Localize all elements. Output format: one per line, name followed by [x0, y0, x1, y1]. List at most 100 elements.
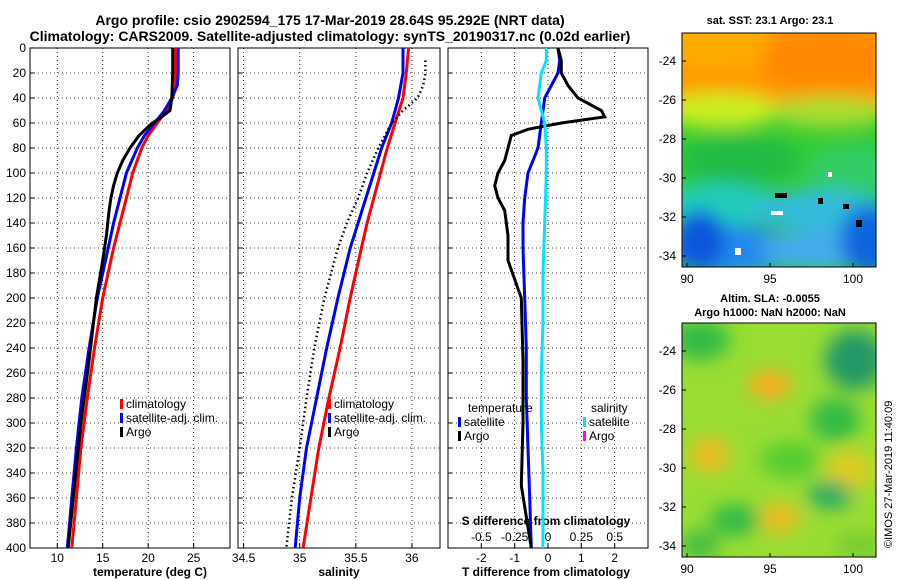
map-lat-label: -30 [659, 461, 677, 475]
s-tick-label: -0.5 [471, 530, 492, 544]
legend-swatch [120, 399, 123, 409]
legend-label: climatology [126, 397, 186, 411]
map-lat-label: -30 [659, 171, 677, 185]
timestamp-label: ©IMOS 27-Mar-2019 11:40:09 [883, 401, 895, 548]
sst-field [682, 33, 876, 267]
s-difference-label: S difference from climatology [462, 514, 631, 528]
series-line-argo [66, 48, 175, 549]
series-line-climatology [301, 47, 411, 549]
difference-xlabel: T difference from climatology [462, 565, 630, 579]
y-tick-label: 180 [6, 266, 26, 280]
x-tick-label: 35.5 [344, 551, 368, 565]
y-tick-label: 40 [13, 91, 27, 105]
map-lat-label: -28 [659, 422, 677, 436]
y-tick-label: 240 [6, 341, 26, 355]
y-tick-label: 140 [6, 216, 26, 230]
legend-swatch [328, 427, 331, 437]
map-lat-label: -28 [659, 132, 677, 146]
map-lon-label: 90 [680, 272, 694, 286]
map-lat-label: -24 [659, 344, 677, 358]
sla-map-title-2: Argo h1000: NaN h2000: NaN [694, 307, 846, 319]
map-lat-label: -26 [659, 383, 677, 397]
sst-map-title: sat. SST: 23.1 Argo: 23.1 [707, 15, 834, 27]
legend-swatch [328, 413, 331, 423]
salinity-xlabel: salinity [318, 565, 360, 579]
salinity-panel: salinity 34.5 35 35.5 36 climatologysatellit… [232, 47, 441, 579]
difference-grid [448, 48, 648, 548]
y-tick-label: 120 [6, 191, 26, 205]
y-tick-label: 100 [6, 166, 26, 180]
sla-field [682, 323, 876, 557]
x-tick-label: 20 [142, 551, 156, 565]
map-lon-label: 90 [680, 562, 694, 576]
y-tick-label: 60 [13, 116, 27, 130]
x-tick-label: 1 [578, 551, 585, 565]
y-tick-label: 20 [13, 66, 27, 80]
series-line-satellite-adj-clim- [293, 48, 405, 549]
map-lon-label: 100 [843, 272, 863, 286]
x-tick-label: 10 [51, 551, 65, 565]
x-tick-label: -2 [476, 551, 487, 565]
legend-swatch [120, 413, 123, 423]
legend-label: satellite [589, 415, 630, 429]
title-line-1: Argo profile: csio 2902594_175 17-Mar-20… [95, 12, 565, 28]
legend-swatch [583, 431, 586, 441]
series-line-temperature-argo [493, 47, 608, 549]
legend-swatch [120, 427, 123, 437]
sla-map-title-1: Altim. SLA: -0.0055 [720, 293, 820, 305]
legend-swatch [458, 417, 461, 427]
s-tick-label: -0.25 [501, 530, 529, 544]
map-lat-label: -34 [659, 539, 677, 553]
legend-swatch [328, 399, 331, 409]
y-tick-label: 80 [13, 141, 27, 155]
y-tick-label: 160 [6, 241, 26, 255]
legend-label: Argo [589, 429, 615, 443]
title-line-2: Climatology: CARS2009. Satellite-adjuste… [29, 28, 631, 44]
map-lon-label: 100 [843, 562, 863, 576]
sst-map: sat. SST: 23.1 Argo: 23.1 [659, 15, 877, 286]
x-tick-label: 25 [187, 551, 201, 565]
series-line-temperature-satellite [521, 47, 562, 549]
land-speck [775, 193, 787, 198]
y-tick-label: 380 [6, 516, 26, 530]
x-tick-label: 34.5 [232, 551, 256, 565]
legend-label: Argo [126, 425, 152, 439]
x-tick-label: -1 [509, 551, 520, 565]
temperature-xlabel: temperature (deg C) [93, 565, 207, 579]
map-lat-label: -32 [659, 500, 677, 514]
map-lon-label: 95 [763, 562, 777, 576]
map-lat-label: -32 [659, 210, 677, 224]
s-tick-label: 0.25 [570, 530, 594, 544]
s-tick-label: 0 [545, 530, 552, 544]
temperature-panel: temperature (deg C) 10 15 20 25 0 20 40 60 80 100… [6, 41, 231, 579]
y-tick-label: 200 [6, 291, 26, 305]
legend-label: satellite-adj. clim. [126, 411, 218, 425]
x-tick-label: 35 [293, 551, 307, 565]
y-tick-label: 400 [6, 541, 26, 555]
x-tick-label: 2 [611, 551, 618, 565]
y-tick-label: 260 [6, 366, 26, 380]
legend-group-title: temperature [468, 401, 533, 415]
legend-label: satellite-adj. clim. [334, 411, 426, 425]
legend-label: satellite [464, 415, 505, 429]
sla-map: Altim. SLA: -0.0055 Argo h1000: NaN h200… [659, 293, 877, 576]
y-tick-label: 300 [6, 416, 26, 430]
map-lat-label: -26 [659, 93, 677, 107]
y-tick-label: 0 [19, 41, 26, 55]
legend-label: Argo [464, 429, 490, 443]
x-tick-label: 0 [545, 551, 552, 565]
map-lat-label: -24 [659, 54, 677, 68]
legend-swatch [583, 417, 586, 427]
difference-panel: T difference from climatology S differen… [447, 47, 649, 579]
legend-label: Argo [334, 425, 360, 439]
map-lat-label: -34 [659, 249, 677, 263]
map-lon-label: 95 [763, 272, 777, 286]
y-tick-label: 340 [6, 466, 26, 480]
y-tick-label: 220 [6, 316, 26, 330]
y-tick-label: 360 [6, 491, 26, 505]
s-tick-label: 0.5 [606, 530, 623, 544]
legend-label: climatology [334, 397, 394, 411]
x-tick-label: 15 [96, 551, 110, 565]
y-tick-label: 280 [6, 391, 26, 405]
